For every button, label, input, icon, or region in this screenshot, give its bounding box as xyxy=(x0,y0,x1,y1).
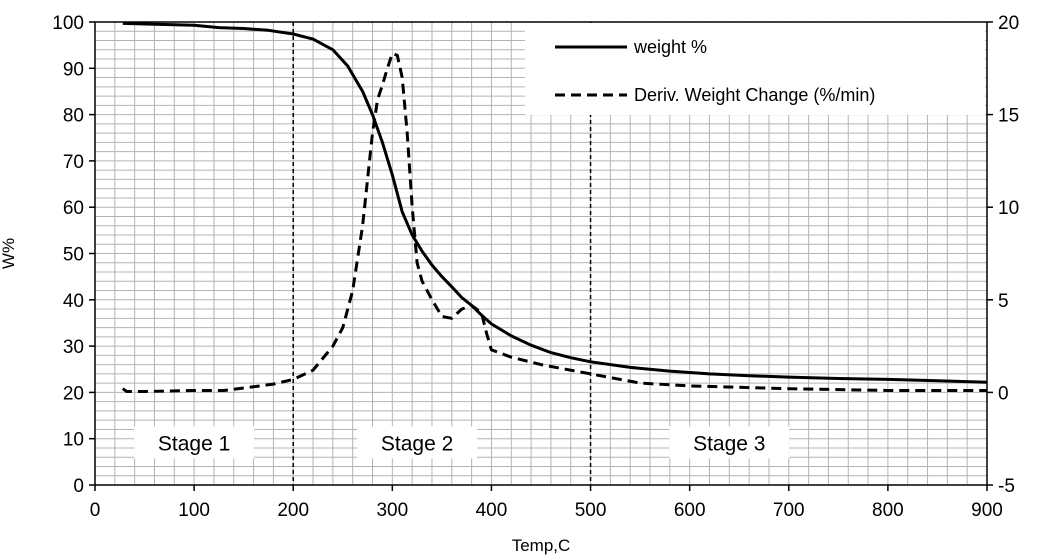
x-tick-label: 600 xyxy=(674,500,706,521)
y2-tick-label: 5 xyxy=(998,291,1009,312)
y-tick-label: 60 xyxy=(63,198,84,219)
legend-background xyxy=(525,23,985,115)
legend-entry: weight % xyxy=(633,37,707,57)
y-axis-title: W% xyxy=(0,238,18,269)
x-tick-label: 100 xyxy=(178,500,210,521)
y2-tick-label: 0 xyxy=(998,383,1009,404)
stage-label-background xyxy=(134,426,255,459)
stage-label-background xyxy=(669,426,790,459)
x-tick-label: 300 xyxy=(376,500,408,521)
y-tick-label: 100 xyxy=(52,13,84,34)
x-tick-label: 900 xyxy=(971,500,1003,521)
x-axis-title: Temp,C xyxy=(512,536,571,555)
stage-label: Stage 2 xyxy=(381,432,453,455)
deriv-weight-change-line xyxy=(121,52,987,393)
x-tick-label: 400 xyxy=(476,500,508,521)
y-tick-label: 30 xyxy=(63,337,84,358)
y-tick-label: 70 xyxy=(63,152,84,173)
y-tick-label: 80 xyxy=(63,106,84,127)
y-tick-label: 0 xyxy=(73,476,84,497)
x-tick-label: 500 xyxy=(575,500,607,521)
y2-tick-label: -5 xyxy=(998,476,1015,497)
stage-label-background xyxy=(357,426,478,459)
y2-tick-label: 10 xyxy=(998,198,1019,219)
y-tick-label: 90 xyxy=(63,59,84,80)
y-tick-label: 10 xyxy=(63,430,84,451)
y-tick-label: 20 xyxy=(63,383,84,404)
stage-label: Stage 1 xyxy=(158,432,230,455)
y-tick-label: 40 xyxy=(63,291,84,312)
legend: weight % Deriv. Weight Change (%/min) xyxy=(525,23,985,115)
y2-tick-label: 20 xyxy=(998,13,1019,34)
x-tick-label: 800 xyxy=(872,500,904,521)
y-tick-label: 50 xyxy=(63,245,84,266)
stage-label: Stage 3 xyxy=(693,432,765,455)
data-series xyxy=(121,21,988,393)
stage-labels: Stage 1 Stage 2 Stage 3 xyxy=(134,426,790,459)
weight-percent-line xyxy=(122,21,988,384)
x-tick-label: 200 xyxy=(277,500,309,521)
x-tick-label: 700 xyxy=(773,500,805,521)
legend-entry: Deriv. Weight Change (%/min) xyxy=(634,85,875,105)
y2-tick-label: 15 xyxy=(998,106,1019,127)
x-tick-label: 0 xyxy=(90,500,101,521)
